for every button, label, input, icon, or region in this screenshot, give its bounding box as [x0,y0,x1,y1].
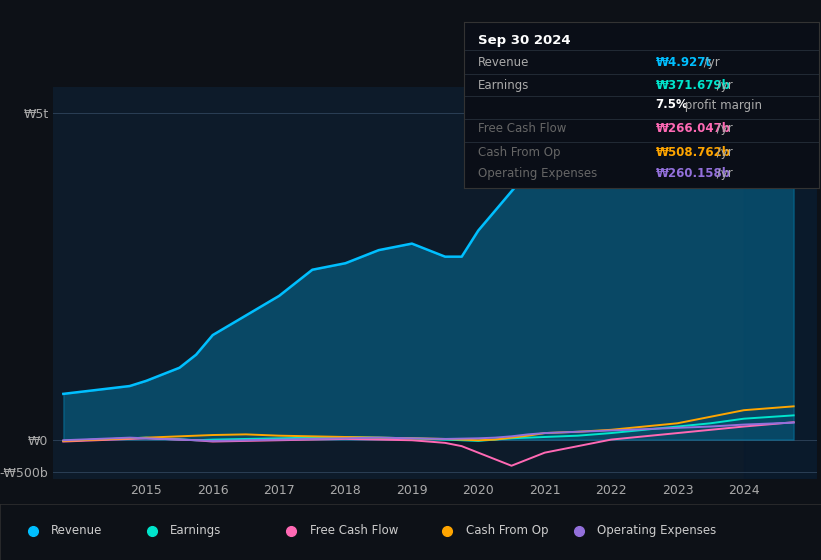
Bar [744,87,817,479]
Text: Cash From Op: Cash From Op [478,146,561,158]
Text: Earnings: Earnings [478,78,530,92]
Text: ₩508.762b: ₩508.762b [655,146,731,158]
Text: /yr: /yr [700,55,720,68]
Text: /yr: /yr [713,78,732,92]
Text: Operating Expenses: Operating Expenses [597,524,716,538]
Text: /yr: /yr [713,146,732,158]
Text: Earnings: Earnings [170,524,222,538]
Text: Sep 30 2024: Sep 30 2024 [478,34,571,47]
Text: profit margin: profit margin [681,99,762,111]
Text: ₩260.158b: ₩260.158b [655,167,731,180]
Text: Revenue: Revenue [51,524,103,538]
Text: Free Cash Flow: Free Cash Flow [478,122,566,134]
Text: ₩4.927t: ₩4.927t [655,55,711,68]
Text: Revenue: Revenue [478,55,530,68]
Text: Operating Expenses: Operating Expenses [478,167,598,180]
Text: /yr: /yr [713,167,732,180]
Text: Cash From Op: Cash From Op [466,524,548,538]
Text: Free Cash Flow: Free Cash Flow [310,524,398,538]
Text: ₩266.047b: ₩266.047b [655,122,731,134]
Text: ₩371.679b: ₩371.679b [655,78,731,92]
Text: 7.5%: 7.5% [655,99,688,111]
Text: /yr: /yr [713,122,732,134]
